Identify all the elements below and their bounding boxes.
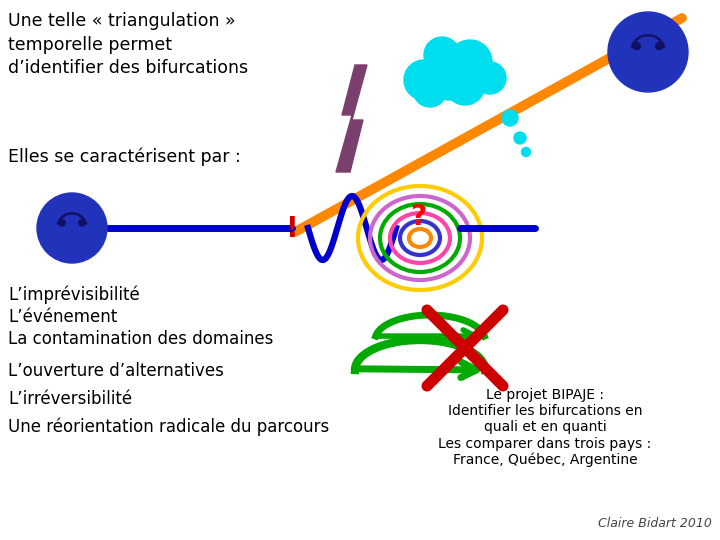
Text: ?: ? [410, 203, 426, 231]
Text: !: ! [284, 215, 297, 243]
Circle shape [633, 43, 640, 50]
Text: La contamination des domaines: La contamination des domaines [8, 330, 274, 348]
Text: Claire Bidart 2010: Claire Bidart 2010 [598, 517, 712, 530]
Circle shape [404, 60, 444, 100]
Text: Elles se caractérisent par :: Elles se caractérisent par : [8, 148, 240, 166]
Circle shape [445, 65, 485, 105]
Circle shape [514, 132, 526, 144]
Circle shape [78, 220, 85, 226]
Text: Le projet BIPAJE :
Identifier les bifurcations en
quali et en quanti
Les compare: Le projet BIPAJE : Identifier les bifurc… [438, 388, 652, 468]
Circle shape [521, 147, 531, 157]
Circle shape [608, 12, 688, 92]
Text: L’événement: L’événement [8, 308, 117, 326]
Circle shape [424, 37, 460, 73]
Circle shape [37, 193, 107, 263]
Text: L’irréversibilité: L’irréversibilité [8, 390, 132, 408]
Circle shape [656, 43, 663, 50]
Circle shape [448, 40, 492, 84]
Polygon shape [336, 65, 367, 172]
Circle shape [413, 73, 447, 107]
Text: Une réorientation radicale du parcours: Une réorientation radicale du parcours [8, 418, 329, 436]
Text: Une telle « triangulation »
temporelle permet
d’identifier des bifurcations: Une telle « triangulation » temporelle p… [8, 12, 248, 77]
Circle shape [502, 110, 518, 126]
Circle shape [422, 44, 478, 100]
Circle shape [59, 220, 66, 226]
Circle shape [474, 62, 506, 94]
Text: L’ouverture d’alternatives: L’ouverture d’alternatives [8, 362, 224, 380]
Text: L’imprévisibilité: L’imprévisibilité [8, 285, 140, 303]
